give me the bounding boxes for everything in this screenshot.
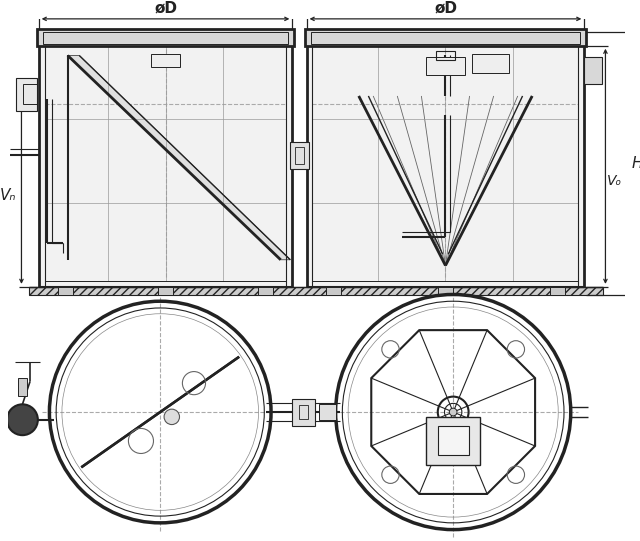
Bar <box>24 84 37 103</box>
Text: H: H <box>632 156 640 171</box>
Bar <box>37 29 294 46</box>
Bar <box>298 405 308 419</box>
Bar <box>438 426 468 456</box>
Circle shape <box>7 404 38 435</box>
Circle shape <box>449 408 457 416</box>
Bar <box>257 287 273 295</box>
Bar <box>584 57 602 84</box>
Bar <box>29 287 602 295</box>
Bar <box>426 57 465 75</box>
Bar <box>58 287 74 295</box>
Bar <box>294 147 304 164</box>
Bar <box>158 287 173 295</box>
Bar <box>290 142 309 169</box>
Bar <box>436 51 455 60</box>
Polygon shape <box>68 56 291 260</box>
Bar <box>438 287 453 295</box>
Bar <box>43 32 289 44</box>
Text: Vₒ: Vₒ <box>607 174 623 188</box>
Bar <box>550 287 565 295</box>
Bar <box>292 399 315 426</box>
Bar <box>39 32 292 287</box>
Text: øD: øD <box>154 0 177 15</box>
Bar <box>151 54 180 67</box>
Bar <box>326 287 341 295</box>
Bar <box>319 404 336 420</box>
Bar <box>310 32 580 44</box>
Bar <box>307 32 584 287</box>
Bar <box>15 77 37 111</box>
Bar <box>472 54 509 73</box>
Bar <box>305 29 586 46</box>
Text: Vₙ: Vₙ <box>0 188 17 203</box>
Circle shape <box>164 409 179 425</box>
Bar <box>18 378 28 395</box>
Bar <box>426 417 480 465</box>
Text: øD: øD <box>434 0 457 15</box>
